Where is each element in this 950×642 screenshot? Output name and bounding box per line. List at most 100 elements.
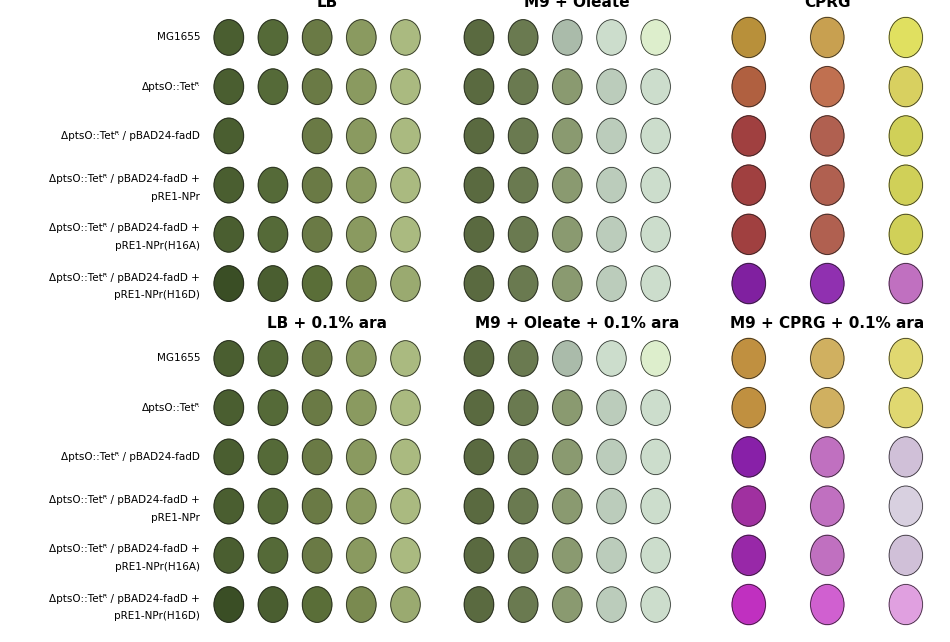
- Circle shape: [889, 165, 922, 205]
- Circle shape: [597, 587, 626, 622]
- Circle shape: [597, 168, 626, 203]
- Circle shape: [508, 341, 538, 376]
- Circle shape: [214, 266, 243, 301]
- Circle shape: [641, 390, 671, 426]
- Circle shape: [889, 67, 922, 107]
- Circle shape: [641, 69, 671, 105]
- Circle shape: [302, 69, 332, 105]
- Text: pRE1-NPr(H16A): pRE1-NPr(H16A): [115, 562, 200, 572]
- Text: ΔptsO::Tetᴿ / pBAD24-fadD +: ΔptsO::Tetᴿ / pBAD24-fadD +: [49, 174, 200, 184]
- Text: ΔptsO::Tetᴿ: ΔptsO::Tetᴿ: [142, 82, 200, 92]
- Circle shape: [889, 388, 922, 428]
- Circle shape: [347, 69, 376, 105]
- Title: M9 + Oleate + 0.1% ara: M9 + Oleate + 0.1% ara: [475, 317, 679, 331]
- Text: pRE1-NPr(H16D): pRE1-NPr(H16D): [114, 290, 200, 300]
- Circle shape: [508, 118, 538, 153]
- Circle shape: [553, 341, 582, 376]
- Circle shape: [390, 587, 420, 622]
- Circle shape: [732, 584, 766, 625]
- Circle shape: [258, 341, 288, 376]
- Text: pRE1-NPr: pRE1-NPr: [151, 513, 200, 523]
- Circle shape: [597, 439, 626, 474]
- Circle shape: [732, 437, 766, 477]
- Text: ΔptsO::Tetᴿ / pBAD24-fadD: ΔptsO::Tetᴿ / pBAD24-fadD: [62, 131, 200, 141]
- Circle shape: [214, 390, 243, 426]
- Circle shape: [214, 587, 243, 622]
- Circle shape: [214, 489, 243, 524]
- Circle shape: [553, 390, 582, 426]
- Circle shape: [390, 537, 420, 573]
- Circle shape: [732, 116, 766, 156]
- Text: pRE1-NPr(H16A): pRE1-NPr(H16A): [115, 241, 200, 251]
- Circle shape: [258, 168, 288, 203]
- Circle shape: [347, 341, 376, 376]
- Circle shape: [889, 214, 922, 254]
- Circle shape: [465, 587, 494, 622]
- Circle shape: [641, 168, 671, 203]
- Circle shape: [302, 118, 332, 153]
- Text: ΔptsO::Tetᴿ: ΔptsO::Tetᴿ: [142, 403, 200, 413]
- Circle shape: [810, 116, 844, 156]
- Circle shape: [465, 390, 494, 426]
- Circle shape: [214, 118, 243, 153]
- Circle shape: [641, 118, 671, 153]
- Circle shape: [641, 489, 671, 524]
- Circle shape: [810, 584, 844, 625]
- Circle shape: [347, 266, 376, 301]
- Circle shape: [732, 486, 766, 526]
- Circle shape: [465, 489, 494, 524]
- Circle shape: [258, 216, 288, 252]
- Title: LB + 0.1% ara: LB + 0.1% ara: [267, 317, 387, 331]
- Circle shape: [390, 69, 420, 105]
- Circle shape: [553, 489, 582, 524]
- Text: ΔptsO::Tetᴿ / pBAD24-fadD +: ΔptsO::Tetᴿ / pBAD24-fadD +: [49, 544, 200, 555]
- Circle shape: [597, 216, 626, 252]
- Text: ΔptsO::Tetᴿ / pBAD24-fadD: ΔptsO::Tetᴿ / pBAD24-fadD: [62, 452, 200, 462]
- Circle shape: [553, 216, 582, 252]
- Circle shape: [597, 537, 626, 573]
- Circle shape: [889, 437, 922, 477]
- Circle shape: [553, 266, 582, 301]
- Circle shape: [214, 20, 243, 55]
- Circle shape: [508, 537, 538, 573]
- Circle shape: [347, 118, 376, 153]
- Circle shape: [810, 338, 844, 379]
- Circle shape: [732, 67, 766, 107]
- Text: pRE1-NPr(H16D): pRE1-NPr(H16D): [114, 611, 200, 621]
- Circle shape: [641, 587, 671, 622]
- Circle shape: [465, 118, 494, 153]
- Circle shape: [732, 214, 766, 254]
- Circle shape: [302, 390, 332, 426]
- Circle shape: [508, 69, 538, 105]
- Circle shape: [465, 69, 494, 105]
- Circle shape: [390, 341, 420, 376]
- Circle shape: [553, 20, 582, 55]
- Circle shape: [390, 439, 420, 474]
- Circle shape: [465, 537, 494, 573]
- Circle shape: [465, 168, 494, 203]
- Circle shape: [465, 341, 494, 376]
- Circle shape: [508, 168, 538, 203]
- Circle shape: [508, 216, 538, 252]
- Circle shape: [258, 390, 288, 426]
- Circle shape: [597, 341, 626, 376]
- Circle shape: [390, 168, 420, 203]
- Circle shape: [258, 69, 288, 105]
- Circle shape: [390, 390, 420, 426]
- Circle shape: [889, 17, 922, 58]
- Circle shape: [508, 587, 538, 622]
- Circle shape: [641, 439, 671, 474]
- Circle shape: [732, 165, 766, 205]
- Text: ΔptsO::Tetᴿ / pBAD24-fadD +: ΔptsO::Tetᴿ / pBAD24-fadD +: [49, 273, 200, 282]
- Circle shape: [347, 216, 376, 252]
- Circle shape: [810, 486, 844, 526]
- Title: LB: LB: [316, 0, 337, 10]
- Title: M9 + Oleate: M9 + Oleate: [524, 0, 630, 10]
- Text: MG1655: MG1655: [157, 33, 200, 42]
- Circle shape: [465, 20, 494, 55]
- Circle shape: [732, 17, 766, 58]
- Circle shape: [214, 69, 243, 105]
- Circle shape: [390, 20, 420, 55]
- Circle shape: [347, 20, 376, 55]
- Circle shape: [553, 168, 582, 203]
